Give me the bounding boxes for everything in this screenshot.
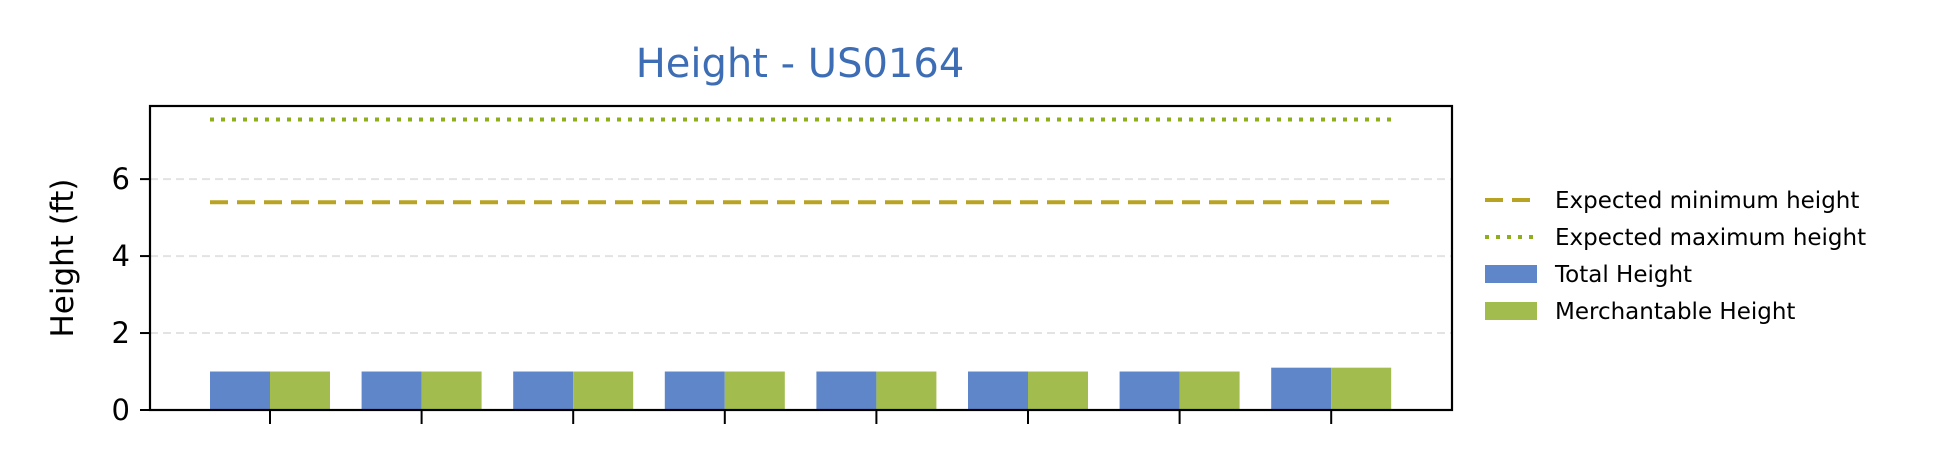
legend-label: Merchantable Height — [1555, 299, 1795, 325]
legend-label: Total Height — [1554, 262, 1692, 288]
bar — [270, 371, 330, 410]
bar — [724, 371, 785, 410]
bar — [1119, 371, 1180, 410]
bar — [1028, 371, 1088, 410]
y-axis-label: Height (ft) — [45, 178, 81, 337]
plot-frame — [148, 104, 1454, 412]
y-tick-label: 2 — [112, 316, 130, 350]
bar — [1331, 367, 1392, 410]
bar — [968, 371, 1028, 410]
gridlines — [150, 178, 1452, 335]
bar — [513, 371, 574, 410]
bar — [1179, 371, 1240, 410]
y-axis-ticks: 0 2 4 6 — [112, 162, 150, 427]
legend-patch-swatch — [1485, 302, 1537, 320]
x-axis-ticks — [269, 410, 1333, 424]
legend-patch-swatch — [1485, 265, 1537, 283]
bar — [816, 371, 877, 410]
y-tick-label: 4 — [112, 239, 130, 273]
bar — [876, 371, 937, 410]
legend: Expected minimum height Expected maximum … — [1485, 188, 1866, 325]
bar — [664, 371, 725, 410]
bar — [573, 371, 634, 410]
bar — [421, 371, 482, 410]
y-tick-label: 0 — [112, 393, 130, 427]
legend-label: Expected maximum height — [1555, 225, 1866, 251]
chart-title: Height - US0164 — [636, 41, 965, 87]
legend-label: Expected minimum height — [1555, 188, 1859, 214]
reference-lines — [210, 117, 1392, 205]
y-tick-label: 6 — [112, 162, 130, 196]
bar — [210, 371, 270, 410]
bar — [1271, 367, 1332, 410]
bars — [210, 367, 1392, 410]
bar — [361, 371, 422, 410]
